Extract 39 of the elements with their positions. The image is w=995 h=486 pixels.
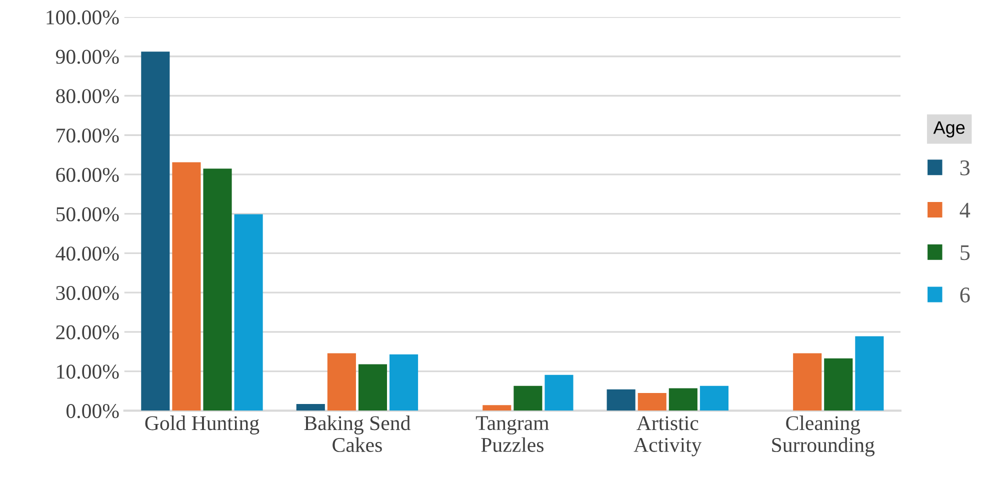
bar [700, 386, 728, 411]
legend-label: 6 [960, 288, 970, 302]
legend-title: Age [933, 121, 965, 138]
bar [544, 374, 574, 411]
bar [793, 353, 822, 411]
bar [296, 404, 325, 411]
bar [234, 214, 263, 411]
bar [172, 162, 201, 411]
bar [638, 392, 666, 411]
y-tick-label: 0.00% [66, 404, 119, 418]
y-tick-label: 20.00% [56, 325, 119, 340]
bar [606, 389, 636, 411]
y-tick-label: 60.00% [56, 168, 119, 182]
legend-label: 5 [960, 245, 970, 260]
y-tick-label: 100.00% [46, 10, 119, 25]
bar [668, 388, 698, 411]
bar [389, 354, 418, 411]
bar [855, 336, 884, 411]
bar [514, 386, 542, 411]
x-tick-label: Gold Hunting [145, 416, 260, 434]
y-tick-label: 40.00% [56, 246, 119, 261]
y-tick-label: 50.00% [56, 207, 119, 222]
legend-label: 3 [960, 160, 970, 176]
x-tick-label: Tangram Puzzles [476, 416, 549, 452]
y-tick-label: 80.00% [56, 89, 119, 104]
y-tick-label: 90.00% [56, 50, 119, 64]
legend-label: 4 [960, 202, 970, 218]
x-tick-label: Baking Send Cakes [304, 416, 410, 452]
bar [141, 52, 170, 411]
x-tick-label: Cleaning Surrounding [772, 416, 875, 456]
bar [203, 168, 232, 411]
bar [824, 358, 853, 411]
bar [358, 364, 388, 411]
y-tick-label: 10.00% [57, 364, 119, 379]
bar [327, 353, 356, 411]
bar [482, 405, 512, 411]
y-tick-label: 70.00% [56, 128, 119, 143]
y-tick-label: 30.00% [56, 286, 119, 300]
x-tick-label: Artistic Activity [634, 416, 702, 456]
